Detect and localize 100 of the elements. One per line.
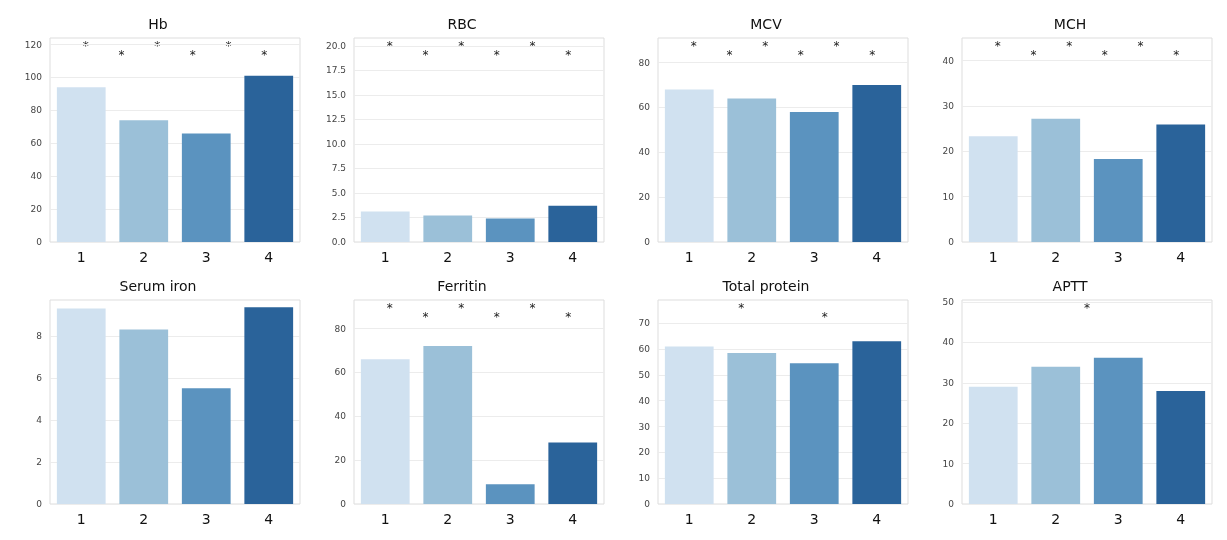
bar (789, 363, 839, 504)
x-tick-label: 3 (809, 249, 819, 265)
y-tick-label: 15.0 (325, 89, 347, 100)
chart-title: MCH (1053, 16, 1087, 32)
y-tick-label: 20 (30, 204, 43, 215)
x-tick-label: 4 (872, 249, 882, 265)
y-tick-label: 80 (334, 323, 347, 334)
x-tick-label: 4 (1176, 511, 1186, 527)
x-tick-label: 1 (684, 511, 694, 527)
annotation: * (1066, 39, 1073, 53)
y-tick-label: 2 (36, 456, 42, 467)
annotation: * (458, 39, 465, 53)
y-tick-label: 0 (36, 237, 43, 247)
y-tick-label: 30 (942, 377, 955, 388)
y-tick-label: 20.0 (325, 40, 347, 51)
bar (727, 352, 777, 504)
x-tick-label: 1 (76, 249, 86, 265)
annotation: * (797, 48, 804, 62)
x-tick-label: 2 (747, 511, 757, 527)
y-tick-label: 17.5 (325, 65, 346, 76)
annotation: * (821, 310, 828, 324)
x-tick-label: 1 (76, 511, 86, 527)
annotation: * (833, 39, 840, 53)
bar (1156, 124, 1206, 242)
y-tick-label: 12.5 (325, 114, 346, 125)
x-tick-label: 4 (872, 511, 882, 527)
y-tick-label: 0 (644, 499, 651, 509)
bar (664, 89, 714, 242)
x-tick-label: 1 (380, 249, 390, 265)
x-tick-label: 3 (809, 511, 819, 527)
annotation: * (189, 48, 196, 62)
annotation: * (1101, 48, 1108, 62)
annotation: * (738, 301, 745, 315)
y-tick-label: 20 (638, 447, 651, 458)
y-tick-label: 60 (638, 344, 651, 355)
chart-title: Hb (148, 16, 168, 32)
y-tick-label: 50 (942, 297, 955, 308)
y-tick-label: 10 (638, 473, 651, 484)
x-tick-label: 4 (568, 511, 578, 527)
bar (852, 85, 902, 242)
annotation: * (422, 48, 429, 62)
y-tick-label: 8 (36, 330, 43, 341)
y-tick-label: 30 (942, 101, 955, 111)
bar (1156, 390, 1206, 504)
x-tick-label: 3 (1113, 249, 1123, 265)
bar (244, 307, 294, 504)
x-tick-label: 1 (684, 249, 694, 265)
x-tick-label: 2 (139, 249, 149, 265)
x-tick-label: 4 (1176, 249, 1186, 265)
annotation: * (762, 39, 769, 53)
y-tick-label: 0 (644, 237, 651, 247)
bar (852, 341, 902, 504)
chart-title: Ferritin (437, 278, 487, 294)
annotation: * (1030, 48, 1037, 62)
y-tick-label: 20 (942, 418, 955, 429)
x-tick-label: 4 (264, 249, 274, 265)
bar (968, 386, 1018, 504)
annotation: * (118, 48, 125, 62)
bar (485, 218, 535, 242)
y-tick-label: 20 (334, 455, 347, 466)
x-tick-label: 1 (988, 511, 998, 527)
annotation: * (690, 39, 697, 53)
annotation: * (1084, 301, 1090, 315)
y-tick-label: 40 (30, 171, 43, 182)
bar (485, 484, 535, 504)
chart-title: MCV (750, 16, 783, 32)
y-tick-label: 20 (638, 192, 651, 203)
x-tick-label: 1 (380, 511, 390, 527)
annotation: * (565, 310, 572, 324)
bar (548, 205, 598, 242)
bar (789, 111, 839, 242)
y-tick-label: 60 (334, 367, 347, 378)
y-tick-label: 10.0 (325, 138, 347, 149)
x-tick-label: 4 (264, 511, 274, 527)
bar (727, 98, 777, 242)
bar (56, 308, 106, 504)
annotation: * (529, 301, 536, 315)
chart-title: RBC (447, 16, 477, 32)
annotation: * (458, 301, 465, 315)
y-tick-label: 2.5 (331, 212, 346, 223)
x-tick-label: 2 (443, 511, 453, 527)
bar (1093, 357, 1143, 504)
x-tick-label: 3 (1113, 511, 1123, 527)
y-tick-label: 40 (942, 55, 955, 66)
chart-title: Serum iron (119, 278, 197, 294)
x-tick-label: 2 (139, 511, 149, 527)
y-tick-label: 0 (340, 499, 347, 509)
annotation: * (726, 48, 733, 62)
y-tick-label: 30 (638, 421, 651, 432)
bar (968, 136, 1018, 242)
chart-title: APTT (1052, 278, 1088, 294)
bar (423, 346, 473, 504)
annotation: * (386, 39, 393, 53)
x-tick-label: 3 (505, 511, 515, 527)
x-tick-label: 2 (747, 249, 757, 265)
bar (181, 388, 231, 504)
x-tick-label: 2 (443, 249, 453, 265)
annotation: * (493, 310, 500, 324)
y-tick-label: 4 (36, 414, 43, 425)
bar (548, 442, 598, 504)
